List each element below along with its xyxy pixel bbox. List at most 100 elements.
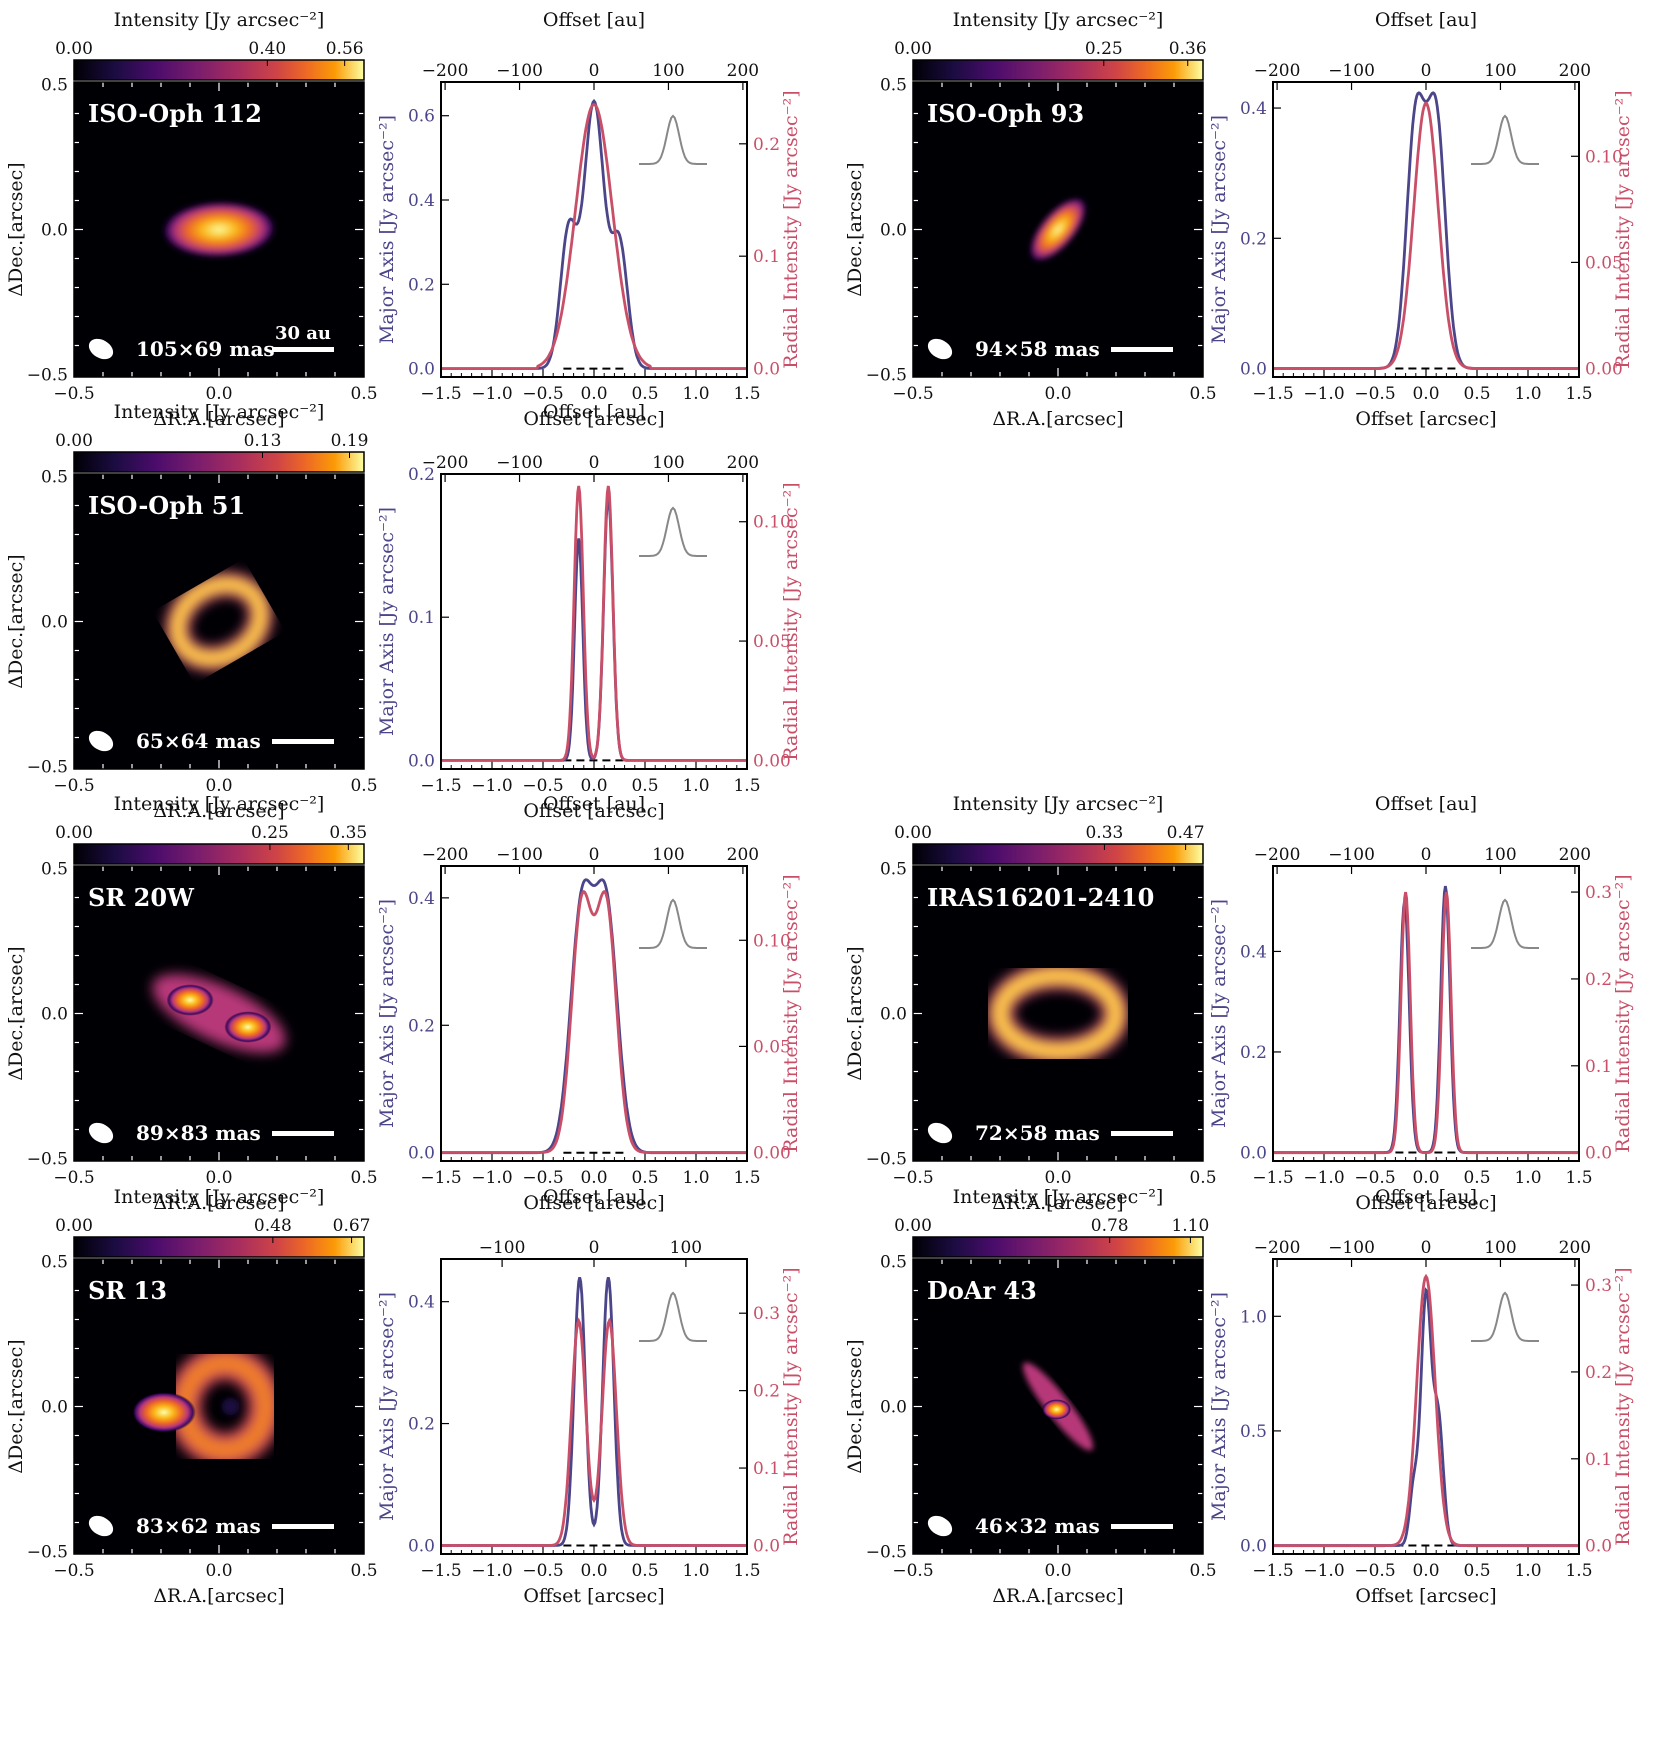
disk-peak-east — [166, 984, 214, 1016]
image-frame — [912, 81, 1204, 378]
profile-ytick-right-label: 0.1 — [753, 247, 780, 267]
image-frame — [912, 1258, 1204, 1555]
profile-ytick-right-label: 0.2 — [1585, 970, 1612, 990]
profile-ytick-left-label: 0.0 — [408, 1144, 435, 1164]
ra-axis-label: ΔR.A.[arcsec] — [153, 800, 284, 822]
profile-au-tick-label: −100 — [479, 1238, 526, 1258]
profile-au-tick-label: 0 — [589, 453, 600, 473]
profile-ytick-right-label: 0.0 — [753, 360, 780, 380]
image-xtick-label: 0.5 — [1189, 384, 1216, 404]
offset-au-label: Offset [au] — [543, 9, 645, 31]
profile-au-tick-label: 200 — [1559, 845, 1591, 865]
profile-xtick-label: 0.5 — [631, 1168, 658, 1188]
profile-xtick-label: 0.0 — [580, 776, 607, 796]
disk-peak-west — [224, 1011, 272, 1043]
image-xtick-label: −0.5 — [892, 1561, 933, 1581]
profile-ytick-left-label: 0.2 — [1240, 229, 1267, 249]
image-ytick-label: 0.5 — [880, 1253, 907, 1273]
image-xtick-label: −0.5 — [53, 776, 94, 796]
profile-au-tick-label: 200 — [1559, 1238, 1591, 1258]
scale-bar — [272, 1131, 334, 1136]
profile-xtick-label: −0.5 — [1354, 384, 1395, 404]
profile-ytick-right-label: 0.0 — [1585, 1144, 1612, 1164]
image-xtick-label: 0.5 — [350, 384, 377, 404]
profile-frame — [440, 81, 748, 378]
major-axis-label: Major Axis [Jy arcsec⁻²] — [1208, 1292, 1230, 1521]
dec-axis-label: ΔDec.[arcsec] — [5, 946, 27, 1080]
offset-arcsec-label: Offset [arcsec] — [1355, 1585, 1496, 1607]
disk-emission — [1029, 196, 1087, 263]
profile-xtick-label: 0.5 — [1463, 1561, 1490, 1581]
offset-arcsec-label: Offset [arcsec] — [523, 1192, 664, 1214]
beam-size: 72×58 mas — [975, 1121, 1100, 1145]
profile-ytick-right-label: 0.3 — [1585, 883, 1612, 903]
profile-ytick-left-label: 0.0 — [1240, 1537, 1267, 1557]
beam-profile-inset — [1471, 114, 1539, 165]
profile-ytick-left-label: 0.0 — [408, 751, 435, 771]
profile-au-tick-label: 0 — [589, 61, 600, 81]
image-frame — [73, 473, 365, 770]
profile-xtick-label: −1.0 — [471, 776, 512, 796]
colorbar — [912, 843, 1204, 865]
profile-xtick-label: 1.5 — [1565, 384, 1592, 404]
image-ytick-label: 0.0 — [880, 1005, 907, 1025]
profile-au-tick-label: 200 — [1559, 61, 1591, 81]
scale-bar — [1111, 1524, 1173, 1529]
profile-xtick-label: 1.5 — [733, 1561, 760, 1581]
beam-profile-inset — [639, 114, 707, 165]
profile-xtick-label: −1.0 — [1303, 1168, 1344, 1188]
profile-ytick-left-label: 0.0 — [1240, 1143, 1267, 1163]
profile-frame — [440, 865, 748, 1162]
beam-size: 83×62 mas — [136, 1514, 261, 1538]
profile-xtick-label: 1.5 — [1565, 1561, 1592, 1581]
profile-ytick-left-label: 0.2 — [408, 275, 435, 295]
profile-xtick-label: 0.5 — [631, 776, 658, 796]
colorbar-tick-label: 0.00 — [894, 1216, 932, 1236]
source-name: IRAS16201-2410 — [927, 883, 1154, 912]
profile-ytick-left-label: 0.0 — [408, 1536, 435, 1556]
radial-intensity-label: Radial Intensity [Jy arcsec⁻²] — [1612, 1267, 1634, 1545]
image-ytick-label: 0.0 — [880, 1398, 907, 1418]
scale-bar — [1111, 347, 1173, 352]
major-axis-label: Major Axis [Jy arcsec⁻²] — [376, 899, 398, 1128]
profile-ytick-right-label: 0.2 — [753, 1382, 780, 1402]
image-ytick-label: 0.0 — [880, 221, 907, 241]
image-panel — [74, 1259, 364, 1554]
image-xtick-label: 0.5 — [1189, 1561, 1216, 1581]
profile-xtick-label: 1.0 — [682, 384, 709, 404]
beam-size: 94×58 mas — [975, 337, 1100, 361]
colorbar-label: Intensity [Jy arcsec⁻²] — [114, 1186, 325, 1208]
ra-axis-label: ΔR.A.[arcsec] — [153, 1585, 284, 1607]
beam-size: 89×83 mas — [136, 1121, 261, 1145]
profile-au-tick-label: 100 — [1484, 61, 1516, 81]
profile-xtick-label: 0.5 — [631, 1561, 658, 1581]
profile-xtick-label: −1.5 — [420, 384, 461, 404]
profile-ytick-right-label: 0.00 — [753, 1144, 791, 1164]
colorbar-tick-label: 0.36 — [1169, 39, 1207, 59]
colorbar-tick-label: 0.00 — [894, 823, 932, 843]
beam-ellipse — [927, 338, 953, 360]
colorbar-tick-label: 0.48 — [254, 1216, 292, 1236]
dec-axis-label: ΔDec.[arcsec] — [5, 554, 27, 688]
profile-au-tick-label: 100 — [670, 1238, 702, 1258]
ra-axis-label: ΔR.A.[arcsec] — [992, 1192, 1123, 1214]
profile-xtick-label: −1.0 — [1303, 1561, 1344, 1581]
profile-xtick-label: 1.0 — [682, 1168, 709, 1188]
profile-frame — [1272, 81, 1580, 378]
profile-au-tick-label: 100 — [1484, 1238, 1516, 1258]
profile-xtick-label: −0.5 — [1354, 1168, 1395, 1188]
profile-ytick-left-label: 0.4 — [408, 1293, 435, 1313]
colorbar-tick-label: 0.40 — [248, 39, 286, 59]
profile-au-tick-label: −200 — [1254, 1238, 1301, 1258]
profile-xtick-label: −1.0 — [1303, 384, 1344, 404]
profile-xtick-label: −0.5 — [1354, 1561, 1395, 1581]
source-name: ISO-Oph 93 — [927, 99, 1084, 128]
colorbar-label: Intensity [Jy arcsec⁻²] — [114, 9, 325, 31]
panel-iso-oph-51: Intensity [Jy arcsec⁻²]0.00 0.13 0.19ISO-O… — [5, 401, 802, 822]
beam-ellipse — [88, 338, 114, 360]
ring-emission — [164, 571, 274, 672]
profile-xtick-label: 1.0 — [1514, 1168, 1541, 1188]
profile-frame — [1272, 865, 1580, 1162]
colorbar — [912, 1236, 1204, 1258]
